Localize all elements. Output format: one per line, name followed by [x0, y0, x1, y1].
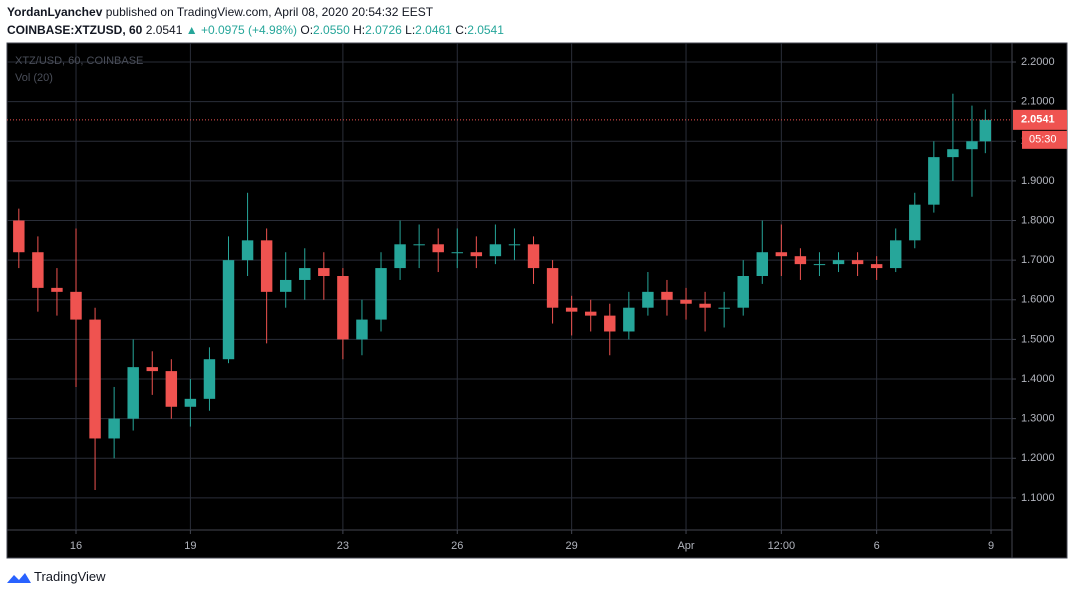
legend-title: XTZ/USD, 60, COINBASE — [15, 55, 143, 67]
x-tick-label: 12:00 — [768, 540, 796, 552]
brand: TradingView — [34, 569, 106, 584]
candle-body — [680, 299, 692, 304]
candle-body — [279, 279, 292, 292]
candle-body — [451, 252, 463, 254]
published: published on TradingView.com, April 08, … — [105, 5, 434, 19]
candle-body — [375, 268, 387, 320]
l: 2.0461 — [415, 23, 452, 37]
author: YordanLyanchev — [7, 5, 103, 19]
o-label: O: — [300, 23, 314, 37]
candle-body — [222, 260, 235, 360]
symbol-line: COINBASE:XTZUSD, 60 2.0541 ▲ +0.0975 (+4… — [7, 23, 504, 37]
price-tag — [1013, 109, 1067, 130]
candle-body — [979, 119, 992, 142]
candle-body — [356, 319, 368, 340]
last: 2.0541 — [145, 23, 183, 37]
candle-body — [775, 252, 788, 257]
candle-body — [394, 244, 406, 269]
candle-body — [756, 252, 768, 276]
candle-body — [165, 371, 178, 407]
candle-body — [909, 204, 921, 241]
o: 2.0550 — [313, 23, 350, 37]
chart-bg — [6, 42, 1068, 559]
candle-body — [889, 240, 902, 269]
candle-body — [89, 319, 101, 439]
y-tick-label: 1.8000 — [1021, 214, 1055, 226]
x-tick-label: 6 — [874, 540, 880, 552]
candle-body — [584, 311, 597, 316]
timer: 05:30 — [1029, 134, 1057, 146]
y-tick-label: 1.3000 — [1021, 413, 1055, 425]
x-tick-label: 26 — [451, 540, 463, 552]
y-tick-label: 2.2000 — [1021, 56, 1055, 68]
candle-body — [184, 398, 197, 407]
candle-body — [260, 240, 273, 292]
price-tag-label: 2.0541 — [1021, 114, 1055, 126]
candle-body — [146, 367, 158, 372]
candle-body — [623, 307, 635, 332]
y-tick-label: 1.5000 — [1021, 333, 1055, 345]
candle-body — [470, 252, 483, 257]
x-tick-label: 23 — [337, 540, 349, 552]
y-tick-label: 1.6000 — [1021, 294, 1055, 306]
candle-body — [13, 220, 25, 253]
candle-body — [642, 291, 654, 308]
candle-body — [127, 367, 139, 419]
candle-body — [489, 244, 502, 257]
y-tick-label: 1.2000 — [1021, 452, 1055, 464]
x-tick-label: 16 — [70, 540, 82, 552]
x-tick-label: 9 — [988, 540, 994, 552]
candle-body — [565, 307, 578, 312]
candle-body — [203, 359, 216, 399]
candle-body — [51, 287, 63, 292]
logo — [7, 573, 31, 583]
candle-body — [299, 268, 311, 280]
timer-bg — [1022, 130, 1067, 149]
candle-body — [337, 275, 349, 340]
y-tick-label: 1.9000 — [1021, 175, 1055, 187]
candle-body — [794, 256, 807, 265]
candle-body — [527, 244, 540, 269]
candle-body — [813, 264, 826, 266]
y-tick-label: 1.4000 — [1021, 373, 1055, 385]
publish-line: YordanLyanchev published on TradingView.… — [7, 5, 433, 19]
candle-body — [546, 268, 559, 308]
candle-body — [661, 291, 673, 300]
candle-body — [928, 157, 940, 205]
candle-body — [947, 149, 959, 158]
h-label: H: — [353, 23, 366, 37]
candle-body — [318, 268, 330, 276]
candle-body — [413, 244, 425, 246]
x-tick-label: 19 — [184, 540, 196, 552]
y-tick-label: 2.1000 — [1021, 96, 1055, 108]
candle-body — [32, 252, 44, 288]
candle-body — [832, 260, 845, 265]
candle-body — [108, 418, 120, 439]
candle-body — [966, 141, 978, 150]
change: ▲ +0.0975 (+4.98%) — [185, 23, 298, 37]
candle-body — [241, 240, 254, 261]
candle-body — [870, 264, 883, 269]
candle-body — [508, 244, 521, 246]
candle-body — [718, 307, 730, 309]
x-tick-label: 29 — [566, 540, 578, 552]
y-tick-label: 1.7000 — [1021, 254, 1055, 266]
h: 2.0726 — [365, 23, 402, 37]
symbol: COINBASE:XTZUSD, 60 — [7, 23, 143, 37]
candle-body — [699, 303, 711, 308]
candle-body — [432, 244, 444, 253]
volume-label: Vol (20) — [15, 72, 53, 84]
y-tick-label: 1.1000 — [1021, 492, 1055, 504]
candle-body — [70, 291, 82, 320]
l-label: L: — [405, 23, 416, 37]
candle-body — [604, 315, 616, 332]
c: 2.0541 — [467, 23, 504, 37]
candle-body — [851, 260, 864, 265]
c-label: C: — [455, 23, 468, 37]
x-tick-label: Apr — [677, 540, 694, 552]
candle-body — [737, 275, 749, 308]
